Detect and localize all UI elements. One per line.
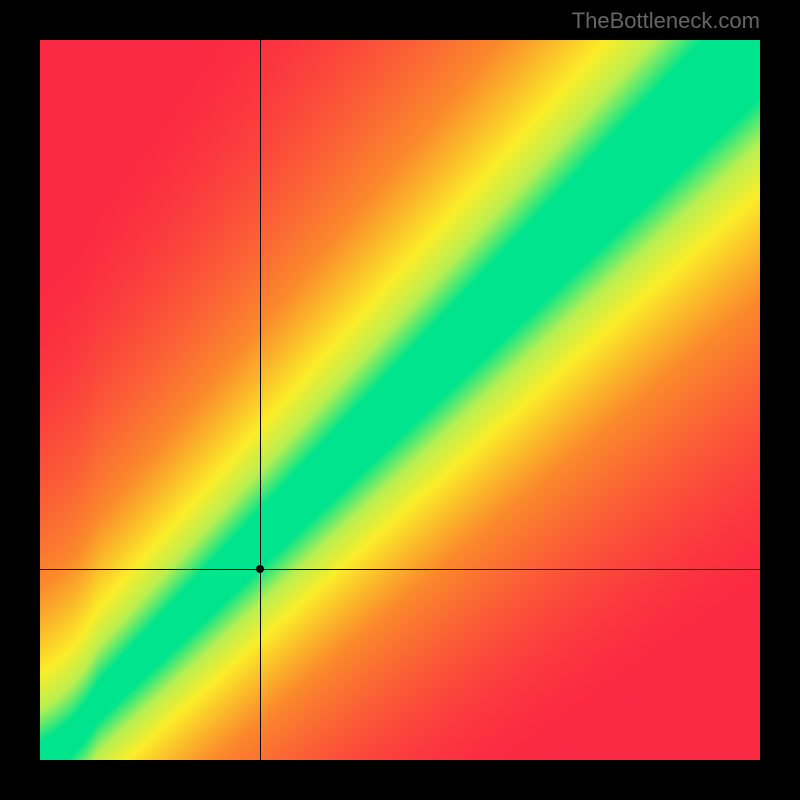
bottleneck-heatmap [40,40,760,760]
heatmap-canvas [40,40,760,760]
watermark: TheBottleneck.com [572,8,760,34]
crosshair-horizontal [40,569,760,570]
crosshair-vertical [260,40,261,760]
selected-point-marker [256,565,264,573]
